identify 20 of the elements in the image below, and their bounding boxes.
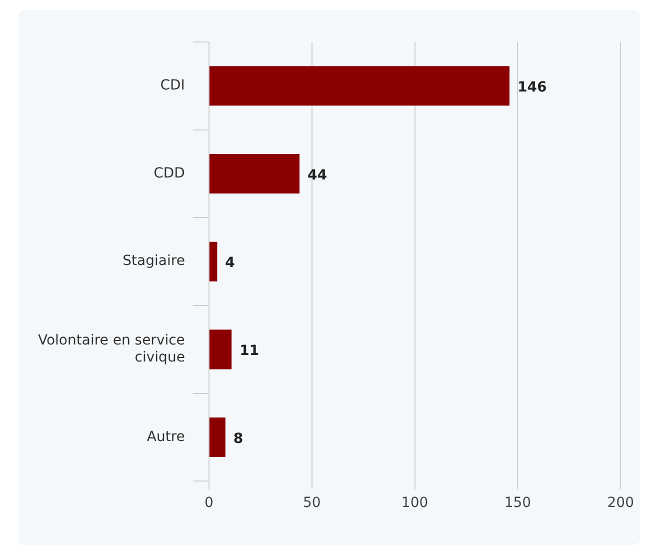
x-tick-label: 200: [607, 495, 634, 512]
bar: [209, 330, 232, 370]
bar: [209, 418, 226, 458]
bar: [209, 154, 300, 194]
y-tick-label: CDD: [154, 165, 185, 182]
x-tick-label: 100: [401, 495, 428, 512]
x-tick-label: 50: [302, 495, 321, 512]
data-label: 11: [240, 343, 260, 360]
y-tick-label: Autre: [146, 428, 185, 445]
data-label: 146: [517, 80, 547, 96]
x-tick-label: 0: [204, 495, 214, 512]
y-tick-label: Stagiaire: [122, 253, 185, 270]
data-label: 4: [225, 255, 236, 272]
bar: [209, 242, 218, 282]
data-label: 44: [308, 167, 328, 184]
y-tick-label: Volontaire en service civique: [38, 332, 185, 366]
x-tick-label: 150: [504, 495, 532, 512]
y-tick-label: CDI: [160, 78, 185, 94]
data-label: 8: [233, 430, 244, 447]
bar: [209, 66, 510, 106]
